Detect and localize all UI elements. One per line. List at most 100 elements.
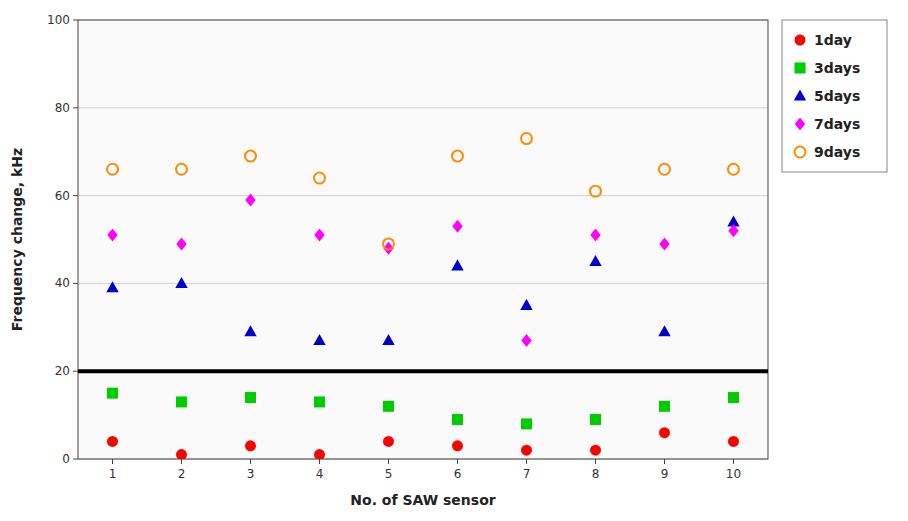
series-4 <box>107 133 739 249</box>
point <box>452 220 462 233</box>
point <box>728 164 739 175</box>
legend-label: 1day <box>814 32 852 48</box>
point <box>313 334 325 345</box>
point <box>520 299 532 310</box>
legend-label: 9days <box>814 144 860 160</box>
y-tick <box>73 107 78 108</box>
x-tick <box>457 459 458 464</box>
point <box>175 277 187 288</box>
point <box>107 388 118 399</box>
legend-label: 3days <box>814 60 860 76</box>
y-tick <box>73 195 78 196</box>
y-tick-label: 80 <box>55 101 70 115</box>
legend-marker <box>794 90 806 101</box>
x-tick <box>319 459 320 464</box>
point <box>107 164 118 175</box>
point <box>314 449 325 459</box>
point <box>589 255 601 266</box>
y-tick-label: 0 <box>62 452 70 466</box>
point <box>521 133 532 144</box>
point <box>590 229 600 242</box>
x-tick-label: 8 <box>592 467 600 481</box>
point <box>590 445 601 456</box>
point <box>245 440 256 451</box>
y-tick-label: 60 <box>55 189 70 203</box>
chart: 02040608010012345678910No. of SAW sensor… <box>0 0 908 521</box>
x-tick <box>388 459 389 464</box>
y-tick <box>73 371 78 372</box>
point <box>521 418 532 429</box>
x-tick <box>733 459 734 464</box>
point <box>521 334 531 347</box>
x-tick-label: 5 <box>385 467 393 481</box>
series-3 <box>107 193 738 346</box>
y-axis-label: Frequency change, kHz <box>9 148 25 331</box>
x-tick-label: 9 <box>661 467 669 481</box>
grid-line <box>78 195 768 196</box>
point <box>452 440 463 451</box>
legend-box <box>782 20 887 172</box>
x-axis-label: No. of SAW sensor <box>350 492 495 508</box>
point <box>107 229 117 242</box>
series-1 <box>107 388 739 430</box>
point <box>659 401 670 412</box>
point <box>245 193 255 206</box>
point <box>176 164 187 175</box>
plot-frame <box>78 20 768 459</box>
legend-label: 5days <box>814 88 860 104</box>
y-tick <box>73 283 78 284</box>
point <box>590 414 601 425</box>
point <box>728 392 739 403</box>
legend-marker <box>795 118 805 131</box>
legend-marker <box>795 147 806 158</box>
plot-area <box>78 20 768 459</box>
point <box>659 237 669 250</box>
y-tick <box>73 459 78 460</box>
point <box>245 392 256 403</box>
point <box>658 325 670 336</box>
y-tick <box>73 20 78 21</box>
y-tick-label: 20 <box>55 364 70 378</box>
data-group <box>78 133 768 459</box>
legend-marker <box>795 63 806 74</box>
point <box>107 436 118 447</box>
grid-line <box>78 107 768 108</box>
point <box>176 396 187 407</box>
x-tick-label: 6 <box>454 467 462 481</box>
series-2 <box>106 215 739 345</box>
x-tick-label: 1 <box>109 467 117 481</box>
point <box>383 238 394 249</box>
point <box>659 427 670 438</box>
x-tick-label: 2 <box>178 467 186 481</box>
x-tick <box>250 459 251 464</box>
point <box>452 151 463 162</box>
point <box>382 334 394 345</box>
point <box>659 164 670 175</box>
point <box>314 229 324 242</box>
x-tick-label: 3 <box>247 467 255 481</box>
legend-label: 7days <box>814 116 860 132</box>
x-tick <box>664 459 665 464</box>
point <box>452 414 463 425</box>
x-tick <box>112 459 113 464</box>
point <box>106 281 118 292</box>
x-tick <box>181 459 182 464</box>
y-tick-label: 40 <box>55 276 70 290</box>
x-tick-label: 7 <box>523 467 531 481</box>
point <box>314 396 325 407</box>
grid-line <box>78 371 768 372</box>
point <box>728 224 738 237</box>
point <box>451 259 463 270</box>
point <box>314 173 325 184</box>
x-tick-label: 4 <box>316 467 324 481</box>
series-0 <box>107 427 739 459</box>
point <box>728 436 739 447</box>
point <box>176 237 186 250</box>
x-tick <box>526 459 527 464</box>
point <box>590 186 601 197</box>
point <box>244 325 256 336</box>
point <box>176 449 187 459</box>
point <box>245 151 256 162</box>
point <box>521 445 532 456</box>
legend-marker <box>795 35 806 46</box>
